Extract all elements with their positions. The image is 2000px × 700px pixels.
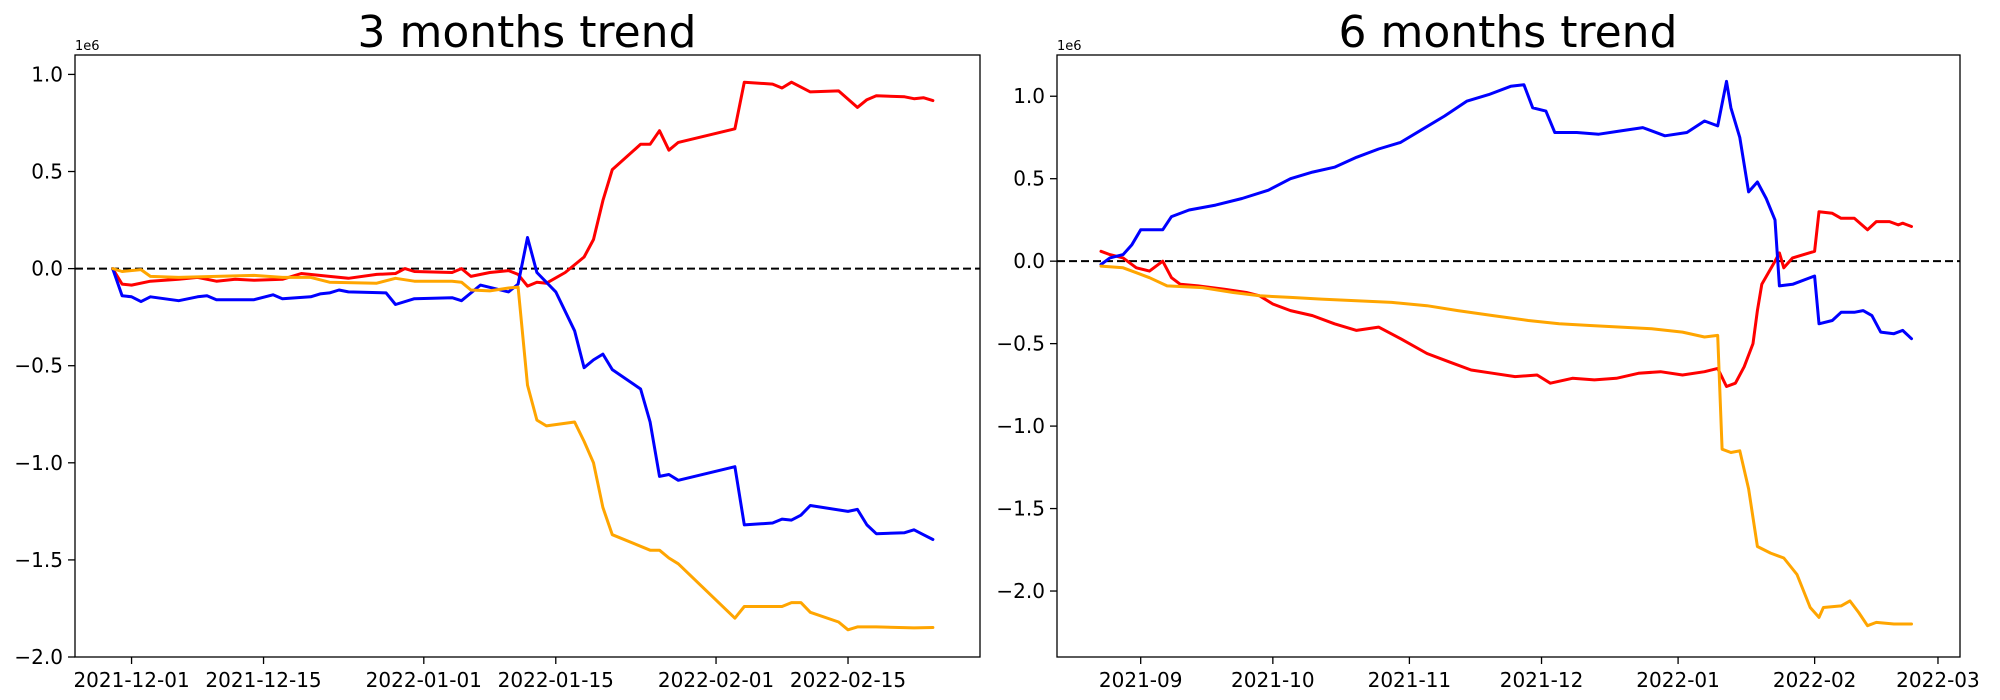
x-tick-label: 2021-10 [1231,668,1315,692]
plot-frame [74,54,981,658]
chart-title: 3 months trend [358,7,697,58]
x-tick-label: 2021-12-15 [205,668,321,692]
x-tick-label: 2022-02-01 [658,668,774,692]
x-tick-label: 2021-11 [1368,668,1452,692]
y-tick-label: −2.0 [996,579,1045,603]
y-tick-label: −1.0 [14,451,63,475]
x-tick-label: 2022-02-15 [790,668,906,692]
y-tick-label: −0.5 [14,354,63,378]
y-tick-label: −1.5 [14,548,63,572]
x-tick-label: 2021-09 [1099,668,1183,692]
x-tick-label: 2022-01 [1636,668,1720,692]
y-tick-label: −1.0 [996,414,1045,438]
series-line-3 [111,267,935,632]
x-tick-label: 2022-01-15 [498,668,614,692]
x-tick-label: 2022-03 [1896,668,1980,692]
y-tick-label: −0.5 [996,332,1045,356]
x-tick-label: 2021-12-01 [73,668,189,692]
series-line-2 [111,236,935,541]
y-tick-label: 1.0 [1013,84,1045,108]
plot-frame [1056,54,1961,658]
x-tick-label: 2021-12 [1500,668,1584,692]
series-line-3 [1099,264,1913,628]
y-tick-label: 0.0 [1013,249,1045,273]
series-line-2 [1099,79,1913,341]
chart-title: 6 months trend [1339,7,1678,58]
x-tick-label: 2022-02 [1773,668,1857,692]
y-tick-label: 1.0 [31,62,63,86]
y-tick-label: −2.0 [14,645,63,669]
chart-6-months: 6 months trend 1e6 −2.0 −1.5 −1.0 −0.5 0.0 0.… [996,7,1979,692]
y-offset-label: 1e6 [75,39,100,54]
y-tick-label: 0.5 [31,160,63,184]
y-offset-label: 1e6 [1057,39,1082,54]
y-tick-label: −1.5 [996,497,1045,521]
chart-3-months: 3 months trend 1e6 −2.0 −1.5 −1.0 −0.5 0.0 0.… [14,7,981,692]
y-tick-label: 0.0 [31,257,63,281]
series-line-1 [1099,210,1913,388]
y-tick-label: 0.5 [1013,167,1045,191]
x-tick-label: 2022-01-01 [366,668,482,692]
series-line-1 [111,80,935,288]
